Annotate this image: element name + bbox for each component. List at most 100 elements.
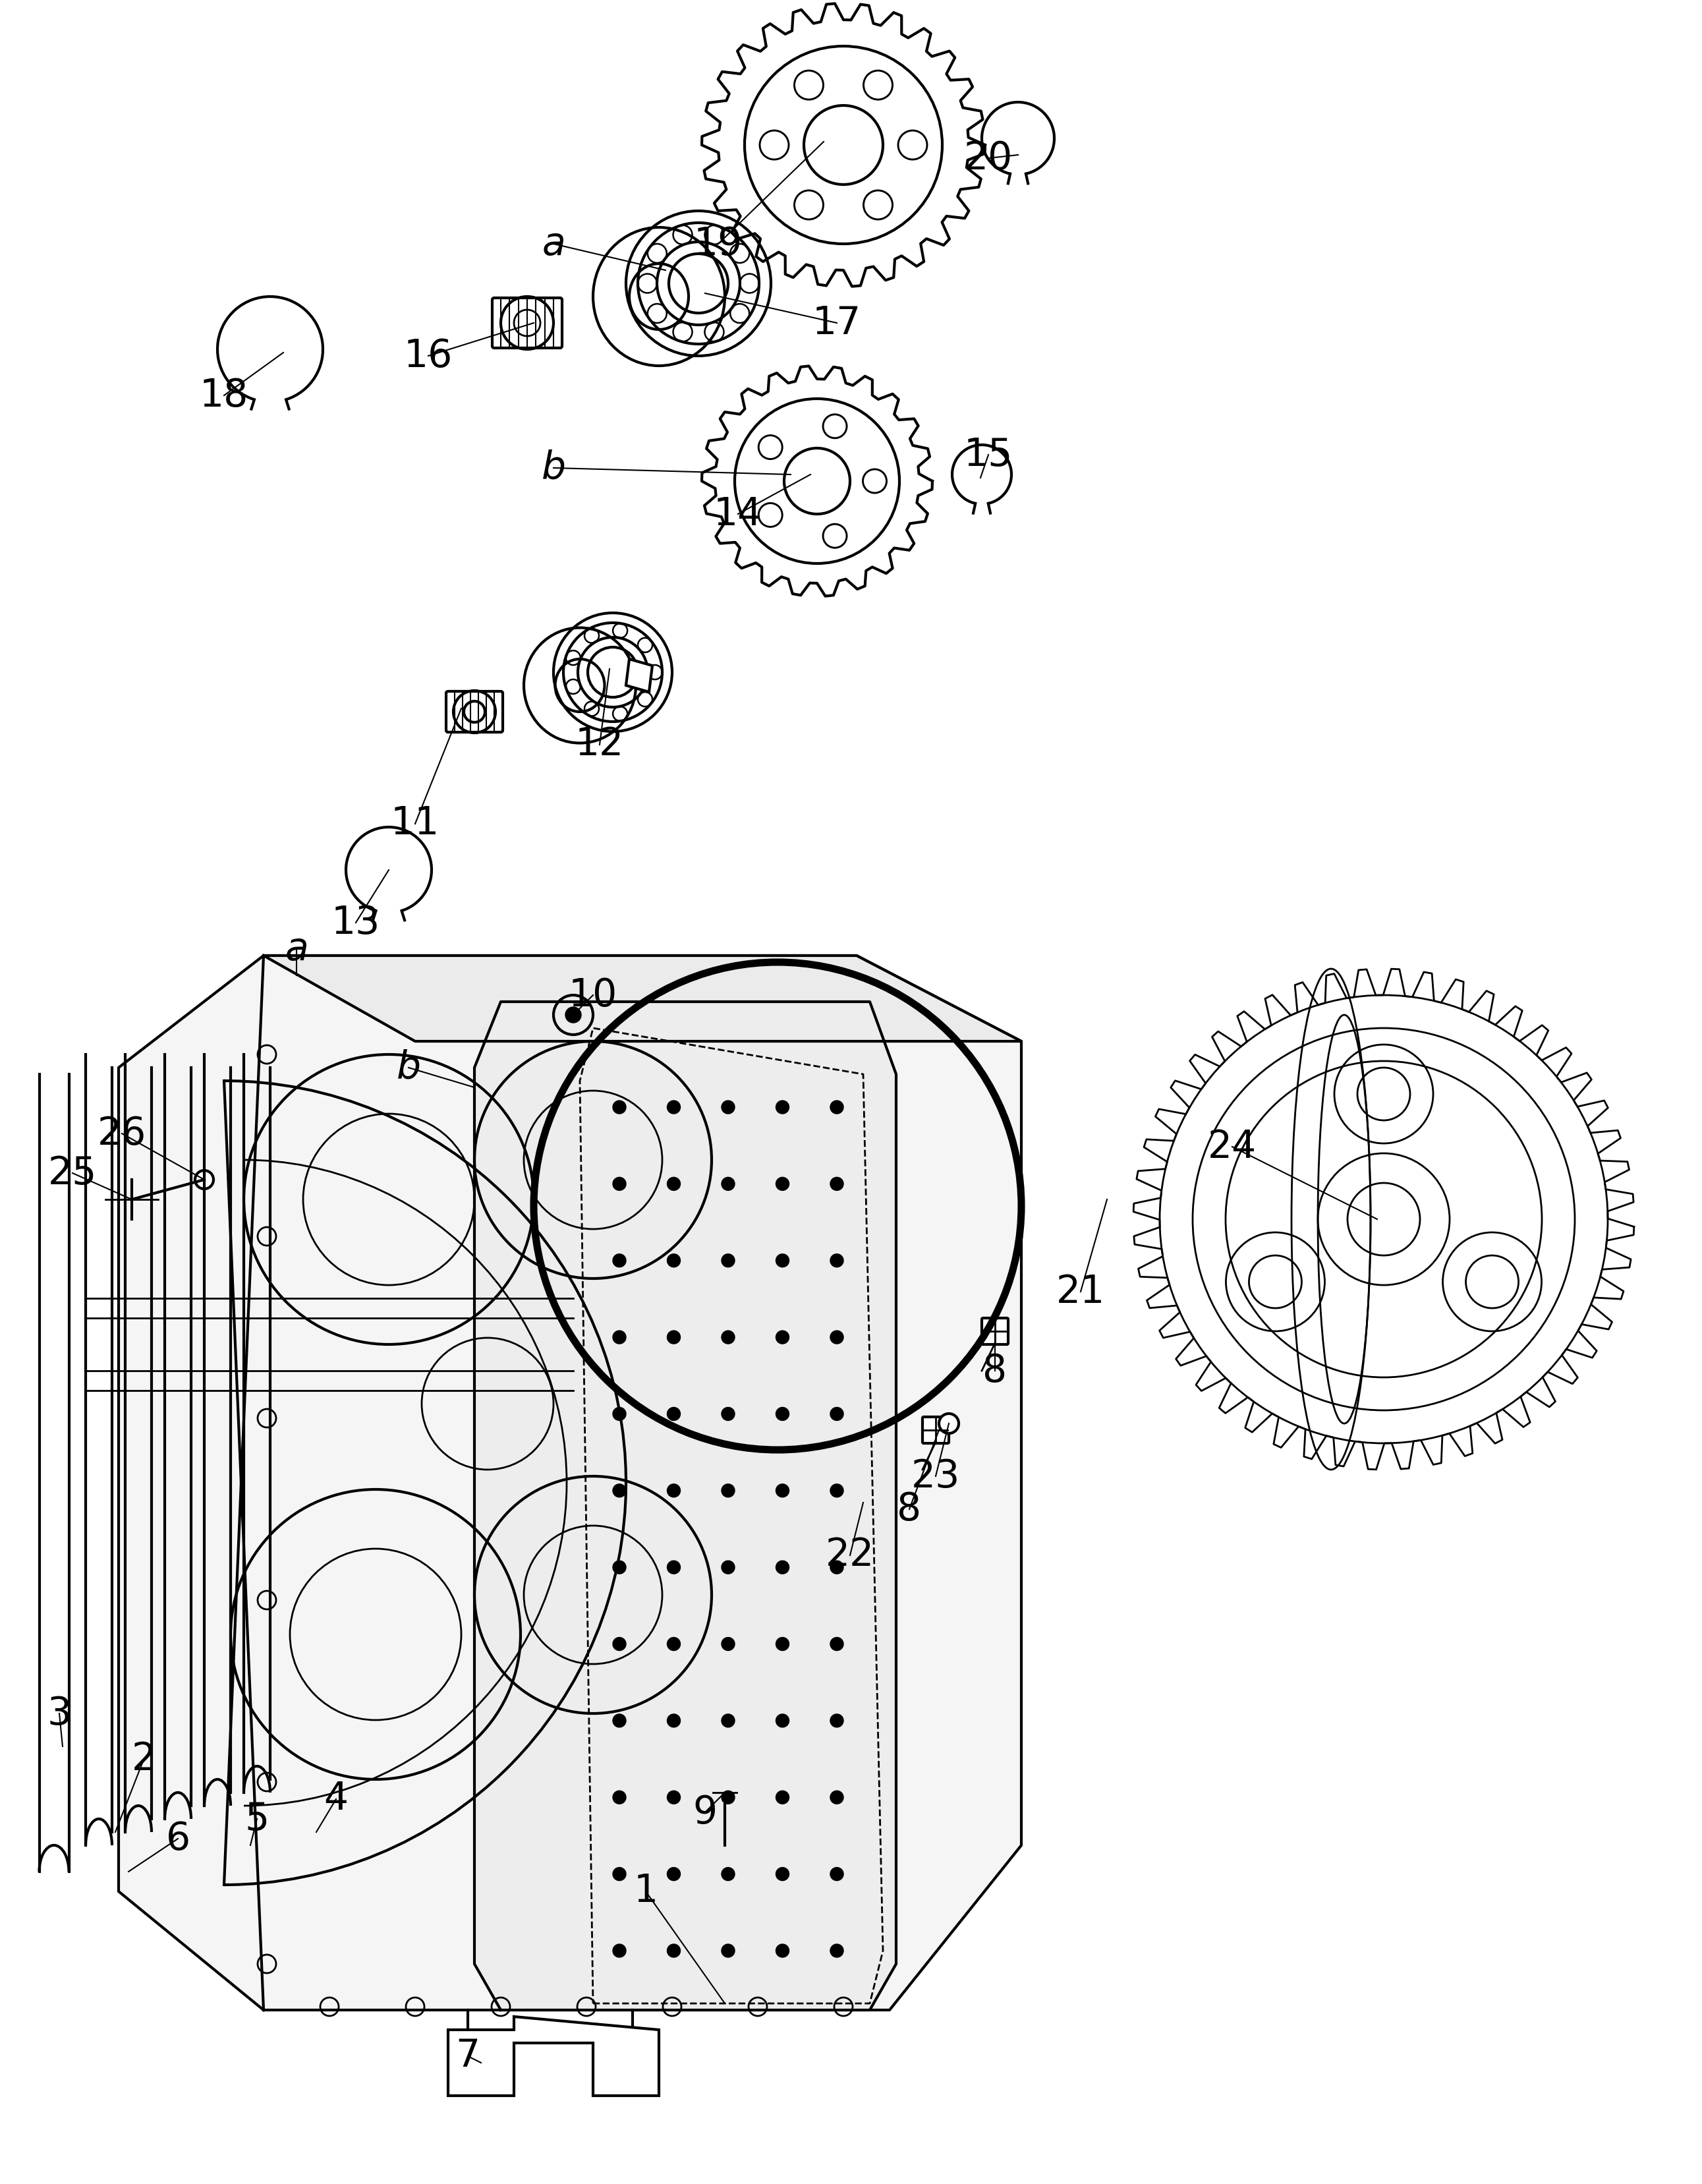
Text: 24: 24 (1208, 1127, 1256, 1166)
Text: 20: 20 (963, 140, 1013, 177)
Circle shape (722, 1330, 735, 1343)
Circle shape (776, 1791, 790, 1804)
Text: 17: 17 (812, 304, 861, 341)
Circle shape (831, 1944, 844, 1957)
Text: 4: 4 (323, 1780, 349, 1817)
Circle shape (613, 1177, 626, 1190)
Circle shape (776, 1406, 790, 1420)
Text: 12: 12 (575, 725, 625, 764)
Text: 2: 2 (131, 1741, 157, 1778)
Circle shape (940, 1413, 958, 1433)
Polygon shape (475, 1002, 897, 2009)
Circle shape (776, 1867, 790, 1880)
Circle shape (613, 1406, 626, 1420)
FancyBboxPatch shape (492, 297, 562, 347)
Circle shape (776, 1714, 790, 1728)
Polygon shape (119, 957, 1021, 2009)
Circle shape (722, 1406, 735, 1420)
Text: 16: 16 (403, 336, 453, 376)
Circle shape (831, 1101, 844, 1114)
Circle shape (713, 1780, 737, 1804)
Circle shape (722, 1483, 735, 1498)
Circle shape (722, 1944, 735, 1957)
Text: 15: 15 (963, 437, 1013, 474)
Circle shape (831, 1254, 844, 1267)
Circle shape (776, 1483, 790, 1498)
Circle shape (831, 1791, 844, 1804)
Circle shape (613, 1254, 626, 1267)
Circle shape (667, 1330, 681, 1343)
Circle shape (613, 1944, 626, 1957)
Circle shape (667, 1714, 681, 1728)
Circle shape (776, 1177, 790, 1190)
Circle shape (722, 1562, 735, 1575)
Circle shape (722, 1101, 735, 1114)
Circle shape (831, 1330, 844, 1343)
Text: 14: 14 (713, 496, 762, 533)
Text: 18: 18 (199, 376, 248, 415)
Circle shape (831, 1406, 844, 1420)
Polygon shape (448, 2016, 659, 2097)
Circle shape (667, 1483, 681, 1498)
Circle shape (667, 1944, 681, 1957)
Circle shape (776, 1101, 790, 1114)
Circle shape (667, 1406, 681, 1420)
Circle shape (722, 1638, 735, 1651)
Text: 5: 5 (245, 1800, 269, 1837)
Text: 6: 6 (165, 1819, 191, 1856)
Text: 22: 22 (825, 1538, 875, 1575)
Text: a: a (284, 930, 308, 968)
Circle shape (613, 1483, 626, 1498)
Circle shape (831, 1483, 844, 1498)
Circle shape (667, 1177, 681, 1190)
Circle shape (613, 1562, 626, 1575)
Text: 19: 19 (694, 225, 742, 262)
Circle shape (667, 1101, 681, 1114)
Circle shape (667, 1791, 681, 1804)
Circle shape (831, 1562, 844, 1575)
FancyBboxPatch shape (922, 1417, 948, 1444)
Circle shape (853, 1492, 873, 1514)
Text: 7: 7 (456, 2038, 480, 2075)
Circle shape (776, 1330, 790, 1343)
Text: 9: 9 (693, 1793, 717, 1830)
Text: a: a (541, 225, 565, 262)
Circle shape (613, 1638, 626, 1651)
Text: 23: 23 (911, 1457, 960, 1496)
Circle shape (667, 1867, 681, 1880)
Circle shape (776, 1562, 790, 1575)
Circle shape (776, 1638, 790, 1651)
FancyBboxPatch shape (982, 1319, 1008, 1345)
Text: 13: 13 (332, 904, 380, 941)
Circle shape (667, 1254, 681, 1267)
Circle shape (613, 1101, 626, 1114)
Text: 8: 8 (897, 1489, 921, 1529)
Circle shape (667, 1638, 681, 1651)
Circle shape (776, 1254, 790, 1267)
Circle shape (613, 1714, 626, 1728)
Circle shape (831, 1867, 844, 1880)
Text: b: b (541, 450, 565, 487)
Polygon shape (626, 660, 652, 692)
Text: b: b (397, 1048, 420, 1085)
Circle shape (196, 1171, 213, 1188)
Circle shape (722, 1714, 735, 1728)
Polygon shape (264, 957, 1021, 1042)
Text: 10: 10 (568, 976, 618, 1013)
Text: 26: 26 (97, 1114, 146, 1153)
Text: 3: 3 (48, 1695, 71, 1732)
Text: 11: 11 (391, 806, 439, 843)
Circle shape (776, 1944, 790, 1957)
Circle shape (831, 1714, 844, 1728)
Circle shape (667, 1562, 681, 1575)
FancyBboxPatch shape (446, 692, 502, 732)
Circle shape (831, 1638, 844, 1651)
Circle shape (722, 1791, 735, 1804)
Text: 25: 25 (48, 1155, 97, 1192)
Text: 1: 1 (633, 1872, 659, 1911)
Circle shape (613, 1330, 626, 1343)
Text: 8: 8 (982, 1352, 1008, 1389)
Circle shape (722, 1254, 735, 1267)
Circle shape (831, 1177, 844, 1190)
Circle shape (722, 1177, 735, 1190)
